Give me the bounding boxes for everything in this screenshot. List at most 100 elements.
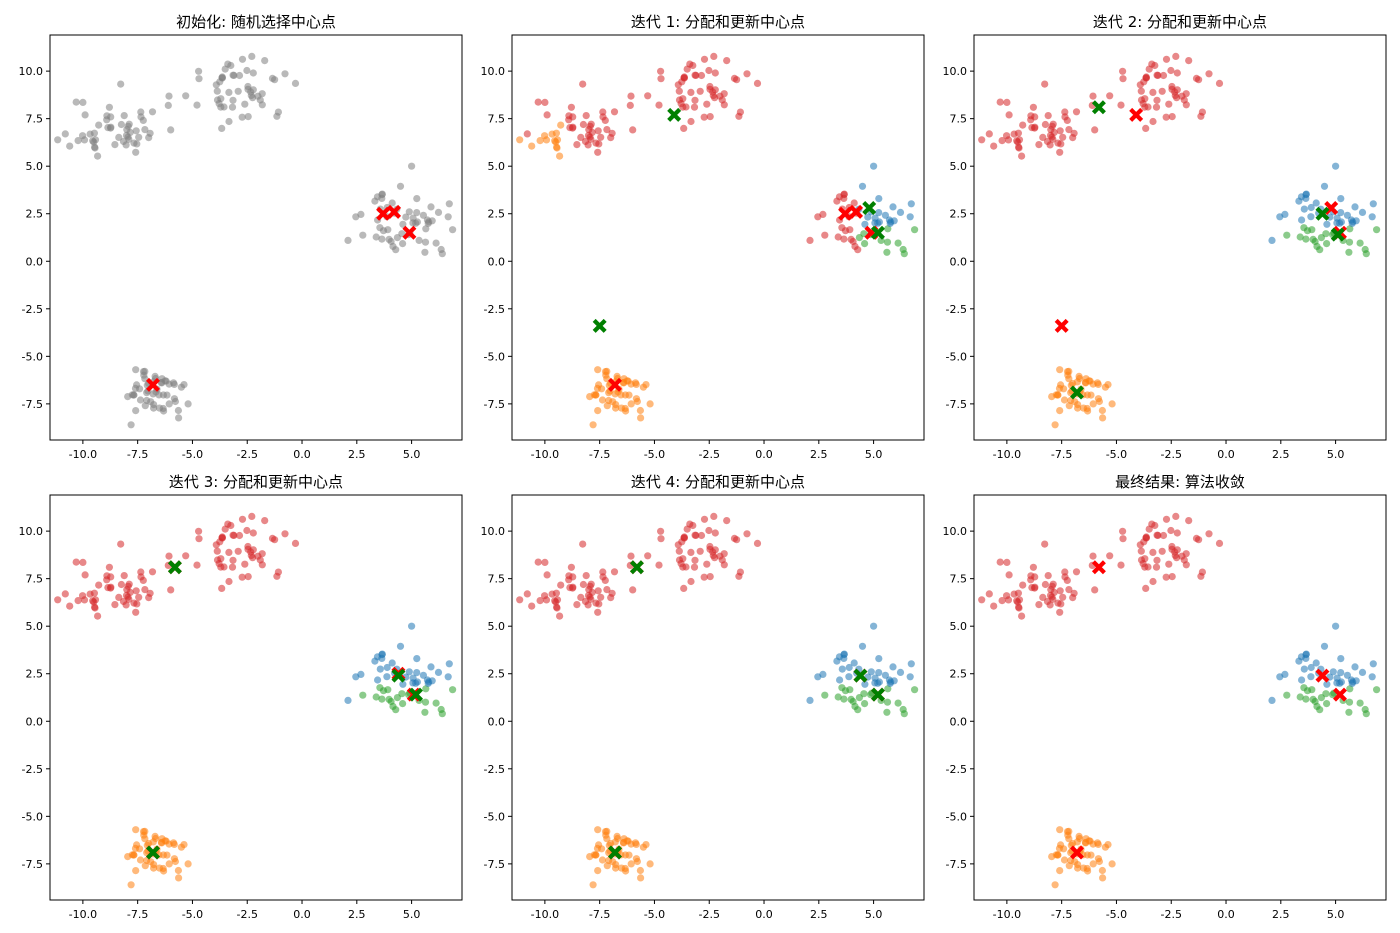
data-point: [579, 580, 588, 589]
data-point: [1098, 866, 1106, 875]
data-point: [858, 642, 867, 650]
y-tick-label: -5.0: [946, 810, 967, 823]
data-point: [344, 696, 352, 705]
data-point: [1276, 673, 1284, 681]
data-point: [541, 592, 549, 600]
data-point: [1307, 203, 1315, 212]
x-tick-label: -2.5: [1160, 448, 1181, 461]
data-point: [1074, 404, 1082, 412]
data-point: [195, 535, 203, 543]
data-point: [1182, 90, 1190, 98]
data-point: [1076, 834, 1084, 843]
data-point: [1041, 80, 1049, 88]
data-point: [706, 542, 714, 551]
data-point: [132, 407, 140, 415]
data-point: [1003, 592, 1011, 600]
y-tick-label: 2.5: [488, 668, 506, 681]
data-point: [990, 602, 998, 610]
data-point: [577, 593, 585, 602]
data-point: [1029, 563, 1037, 571]
x-tick-label: -5.0: [1106, 448, 1127, 461]
data-point: [607, 839, 615, 848]
data-point: [875, 195, 883, 203]
data-point: [821, 691, 829, 699]
data-point: [906, 213, 914, 221]
data-point: [814, 673, 822, 681]
data-point: [1153, 531, 1161, 539]
data-point: [1060, 396, 1069, 404]
data-point: [601, 576, 609, 585]
data-point: [1099, 874, 1107, 882]
x-tick-label: 0.0: [1217, 448, 1235, 461]
scatter-points: [978, 512, 1381, 889]
data-point: [258, 561, 266, 569]
x-tick-label: 0.0: [755, 448, 773, 461]
data-point: [229, 71, 237, 79]
data-point: [632, 855, 641, 863]
data-point: [1159, 531, 1168, 540]
data-point: [229, 556, 237, 564]
data-point: [536, 597, 544, 605]
data-point: [1039, 593, 1047, 602]
centroid-marker: [1324, 201, 1339, 216]
data-point: [238, 55, 247, 63]
data-point: [1043, 137, 1052, 146]
data-point: [889, 663, 897, 671]
data-point: [556, 152, 564, 160]
x-tick-label: 0.0: [755, 908, 773, 921]
data-point: [274, 108, 282, 116]
data-point: [268, 74, 277, 82]
data-point: [743, 70, 751, 78]
data-point: [1108, 400, 1116, 408]
data-point: [1054, 391, 1062, 399]
data-point: [1035, 141, 1043, 149]
y-tick-label: 5.0: [26, 620, 44, 633]
data-point: [1041, 580, 1049, 589]
y-tick-label: 5.0: [950, 160, 968, 173]
data-point: [1185, 517, 1193, 525]
data-point: [130, 139, 138, 147]
x-tick-label: -7.5: [1051, 448, 1072, 461]
data-point: [258, 90, 266, 98]
data-point: [534, 98, 542, 106]
data-point: [1168, 82, 1176, 91]
data-point: [383, 673, 391, 681]
data-point: [1182, 101, 1190, 109]
data-point: [1311, 237, 1319, 246]
data-point: [720, 101, 728, 109]
data-point: [378, 194, 386, 202]
x-tick-label: -7.5: [589, 448, 610, 461]
data-point: [883, 698, 892, 706]
data-point: [627, 400, 635, 408]
data-point: [1298, 676, 1306, 684]
data-point: [90, 129, 98, 137]
data-point: [141, 835, 149, 843]
centroid-marker: [870, 687, 885, 702]
data-point: [1369, 200, 1377, 208]
data-point: [124, 582, 132, 590]
scatter-points: [54, 512, 457, 889]
y-tick-label: 7.5: [950, 573, 968, 586]
data-point: [589, 881, 597, 889]
data-point: [689, 521, 697, 530]
data-point: [1283, 231, 1291, 239]
data-point: [1182, 550, 1190, 558]
data-point: [706, 82, 714, 91]
data-point: [700, 113, 708, 121]
data-point: [147, 858, 155, 866]
data-point: [551, 597, 559, 605]
data-point: [115, 593, 123, 602]
data-point: [900, 250, 908, 258]
data-point: [1167, 526, 1175, 535]
data-point: [177, 383, 185, 391]
data-point: [1119, 75, 1127, 83]
data-point: [132, 148, 140, 156]
data-point: [422, 225, 430, 233]
data-point: [413, 195, 421, 203]
data-point: [622, 407, 630, 415]
data-point: [136, 385, 144, 393]
data-point: [1153, 96, 1161, 104]
data-point: [1345, 238, 1354, 246]
data-point: [697, 531, 706, 540]
data-point: [182, 552, 190, 560]
